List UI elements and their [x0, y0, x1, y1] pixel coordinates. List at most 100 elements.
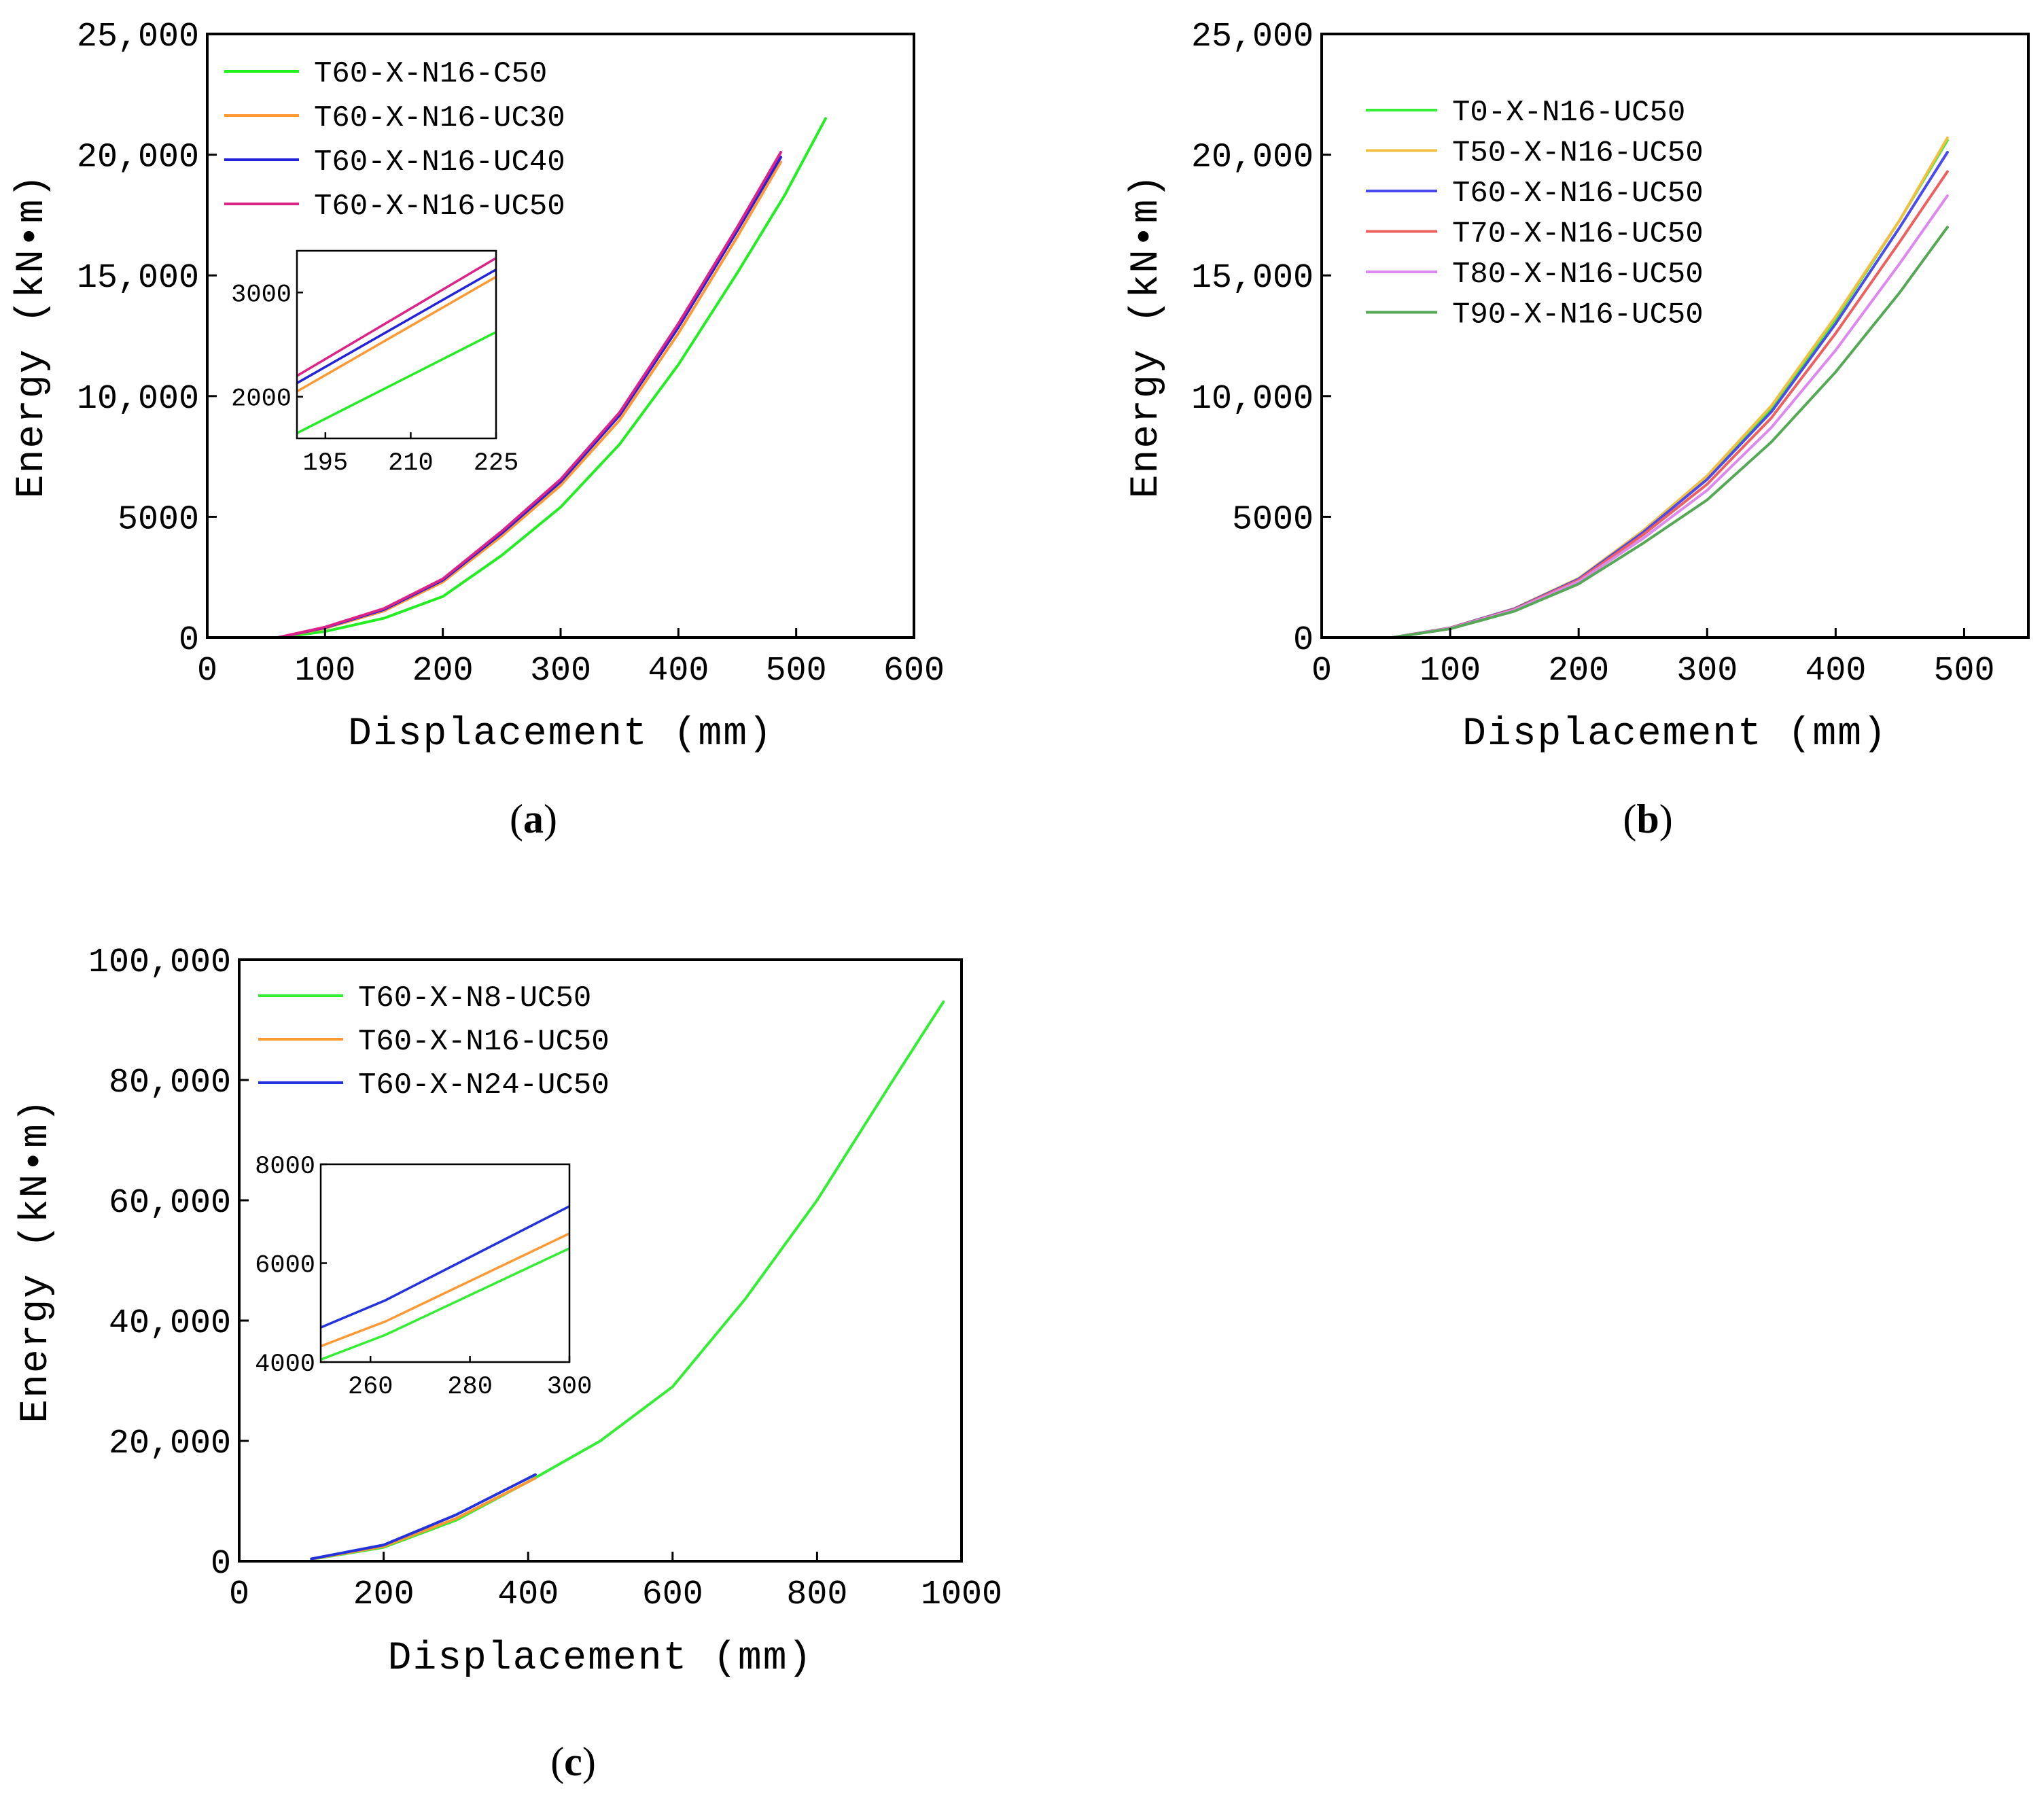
y-tick-label: 5000: [1232, 500, 1314, 539]
panel-caption-letter: b: [1636, 797, 1659, 841]
inset-y-tick-label: 6000: [255, 1252, 315, 1280]
inset-frame: [296, 249, 497, 440]
inset-x-tick-label: 195: [303, 449, 349, 478]
y-tick-label: 0: [211, 1545, 231, 1584]
x-tick-label: 400: [648, 652, 709, 691]
legend-label: T60-X-N16-UC40: [314, 145, 565, 179]
series-line-t60-x-n24-uc50: [310, 1473, 537, 1561]
inset-series-line-t60-x-n8-uc50: [321, 1247, 569, 1361]
y-tick-label: 40,000: [109, 1304, 231, 1343]
x-axis-label: Displacement (mm): [348, 712, 773, 756]
inset-x-tick-label: 300: [547, 1373, 593, 1401]
x-tick-label: 500: [766, 652, 827, 691]
chart-c: 0 200 400 600 800 1000 0 20,000 40,000 60,000 80,0…: [14, 943, 1002, 1784]
x-tick-label: 600: [883, 652, 945, 691]
series-group: [277, 117, 827, 639]
y-tick-label: 10,000: [1191, 380, 1314, 419]
y-tick-label: 0: [1293, 621, 1314, 660]
legend-label: T60-X-N8-UC50: [358, 981, 591, 1015]
y-tick-label: 20,000: [109, 1425, 231, 1463]
chart-a: 0 100 200 300 400 500 600 0 5000 10,000 15,000 20,0…: [10, 18, 945, 841]
x-tick-label: 400: [497, 1575, 559, 1614]
x-tick-label: 800: [786, 1575, 847, 1614]
y-axis-label: Energy (kN•m): [14, 1098, 58, 1423]
inset-x-tick-label: 225: [474, 449, 519, 478]
x-tick-label: 0: [197, 652, 217, 691]
series-line-t60-x-n16-uc40: [277, 156, 783, 639]
series-line-t0-x-n16-uc50: [1391, 139, 1949, 639]
plot-frame: [1320, 33, 2030, 639]
legend-label: T60-X-N16-UC30: [314, 101, 565, 135]
x-tick-label: 300: [1676, 652, 1738, 691]
x-tick-label: 300: [530, 652, 591, 691]
plot-frame: [238, 958, 963, 1563]
legend-label: T50-X-N16-UC50: [1452, 137, 1704, 171]
y-tick-label: 10,000: [77, 380, 199, 419]
inset-series-line-t60-x-n16-uc40: [297, 268, 496, 385]
x-tick-label: 100: [1420, 652, 1481, 691]
y-tick-label: 20,000: [77, 139, 199, 177]
y-tick-label: 25,000: [77, 18, 199, 56]
series-line-t60-x-n16-uc50: [277, 151, 783, 639]
x-tick-label: 400: [1805, 652, 1866, 691]
inset-chart: 195 210 225 2000 3000: [231, 249, 519, 478]
x-tick-label: 200: [412, 652, 474, 691]
inset-x-tick-label: 280: [447, 1373, 493, 1401]
inset-series-line-t60-x-n16-uc30: [297, 275, 496, 393]
series-line-t90-x-n16-uc50: [1391, 226, 1949, 639]
y-tick-label: 100,000: [88, 943, 231, 982]
legend-label: T0-X-N16-UC50: [1452, 96, 1685, 130]
inset-y-tick-label: 8000: [255, 1153, 315, 1181]
legend: T60-X-N16-C50 T60-X-N16-UC30 T60-X-N16-UC4…: [224, 57, 565, 224]
y-tick-label: 60,000: [109, 1184, 231, 1223]
x-tick-label: 0: [1311, 652, 1332, 691]
series-group: [310, 1000, 945, 1561]
legend: T60-X-N8-UC50 T60-X-N16-UC50 T60-X-N24-UC5…: [258, 981, 610, 1102]
inset-series-line-t60-x-n24-uc50: [321, 1205, 569, 1329]
y-tick-label: 5000: [118, 500, 199, 539]
y-tick-label: 80,000: [109, 1064, 231, 1102]
legend-label: T60-X-N16-UC50: [314, 190, 565, 224]
legend-label: T70-X-N16-UC50: [1452, 217, 1704, 251]
chart-b: 0 100 200 300 400 5000500010,00015,00020,0002…: [1125, 18, 2030, 841]
legend-label: T90-X-N16-UC50: [1452, 298, 1704, 332]
panel-caption: (c): [550, 1739, 596, 1784]
panel-caption-letter: a: [523, 797, 544, 841]
x-tick-label: 0: [229, 1575, 249, 1614]
x-tick-label: 200: [353, 1575, 415, 1614]
series-line-t60-x-n16-c50: [277, 117, 827, 639]
legend-label: T80-X-N16-UC50: [1452, 258, 1704, 292]
inset-y-tick-label: 2000: [231, 385, 292, 414]
inset-y-tick-label: 3000: [231, 281, 292, 309]
inset-y-tick-label: 4000: [255, 1351, 315, 1379]
series-line-t50-x-n16-uc50: [1391, 136, 1949, 639]
y-tick-label: 20,000: [1191, 139, 1314, 177]
x-tick-label: 1000: [921, 1575, 1002, 1614]
x-axis-label: Displacement (mm): [1462, 712, 1888, 756]
y-tick-label: 15,000: [1191, 259, 1314, 298]
x-axis-label: Displacement (mm): [388, 1637, 813, 1681]
x-tick-label: 100: [294, 652, 355, 691]
x-tick-label: 600: [642, 1575, 703, 1614]
x-tick-label: 200: [1548, 652, 1609, 691]
inset-series-line-t60-x-n16-uc50: [297, 257, 496, 377]
series-line-t60-x-n16-uc30: [277, 160, 783, 639]
panel-caption: (b): [1623, 797, 1672, 841]
inset-series-group: [321, 1205, 569, 1361]
legend-label: T60-X-N16-UC50: [1452, 177, 1704, 211]
legend-label: T60-X-N16-C50: [314, 57, 547, 91]
y-tick-label: 15,000: [77, 259, 199, 298]
legend: T0-X-N16-UC50 T50-X-N16-UC50 T60-X-N16-UC5…: [1366, 96, 1704, 332]
panel-caption: (a): [510, 797, 557, 841]
y-tick-label: 0: [179, 621, 199, 660]
y-tick-label: 25,000: [1191, 18, 1314, 56]
inset-x-tick-label: 210: [388, 449, 434, 478]
series-group: [1391, 136, 1949, 639]
inset-series-line-t60-x-n16-c50: [297, 331, 496, 434]
y-axis-label: Energy (kN•m): [1125, 173, 1169, 498]
y-axis-label: Energy (kN•m): [10, 173, 54, 498]
inset-series-line-t60-x-n16-uc50: [321, 1232, 569, 1348]
legend-label: T60-X-N24-UC50: [358, 1068, 610, 1102]
inset-x-tick-label: 260: [348, 1373, 393, 1401]
